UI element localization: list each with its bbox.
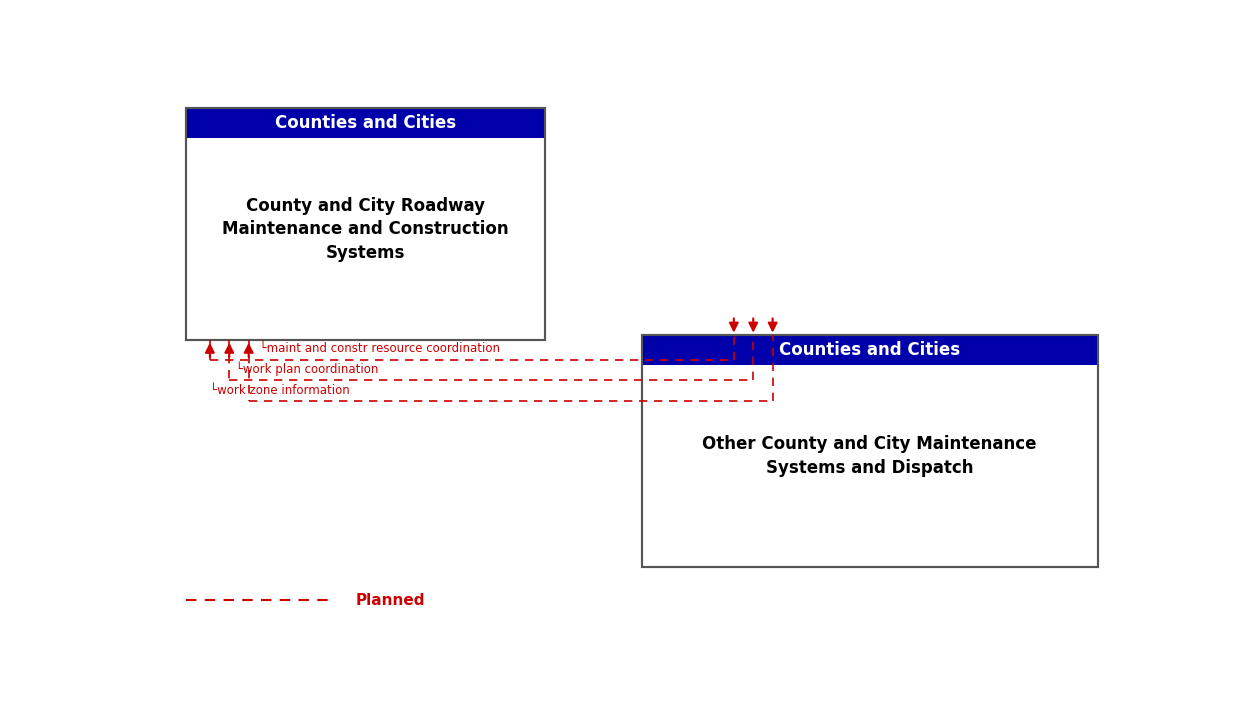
Bar — [185, 108, 545, 139]
Bar — [641, 335, 1098, 365]
Bar — [641, 335, 1098, 567]
Bar — [641, 335, 1098, 567]
Text: └maint and constr resource coordination: └maint and constr resource coordination — [252, 342, 500, 355]
Text: County and City Roadway
Maintenance and Construction
Systems: County and City Roadway Maintenance and … — [222, 197, 508, 262]
Text: Planned: Planned — [356, 593, 424, 608]
Text: └work zone information: └work zone information — [210, 384, 349, 397]
Text: └work plan coordination: └work plan coordination — [232, 361, 378, 376]
Text: Other County and City Maintenance
Systems and Dispatch: Other County and City Maintenance System… — [702, 435, 1037, 477]
Bar — [185, 108, 545, 340]
Bar — [185, 108, 545, 340]
Text: Counties and Cities: Counties and Cities — [779, 341, 960, 359]
Text: Counties and Cities: Counties and Cities — [274, 114, 456, 132]
